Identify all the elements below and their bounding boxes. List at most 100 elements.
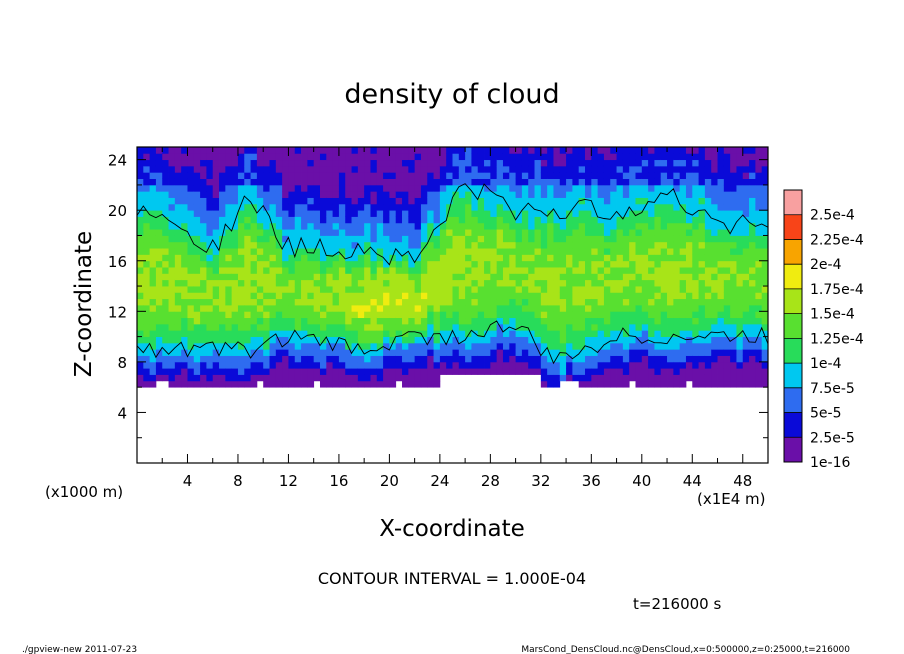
heatmap-cell [364,267,371,274]
heatmap-cell [749,159,756,167]
heatmap-cell [711,317,718,325]
heatmap-cell [484,279,491,287]
heatmap-cell [616,191,624,198]
heatmap-cell [566,342,573,350]
heatmap-cell [610,305,617,312]
heatmap-cell [288,380,296,388]
heatmap-cell [137,241,144,249]
heatmap-cell [351,342,359,350]
heatmap-cell [332,374,340,382]
heatmap-cell [301,374,308,382]
heatmap-cell [174,191,182,198]
heatmap-cell [673,197,681,205]
heatmap-cell [547,292,554,300]
heatmap-cell [338,355,346,363]
heatmap-cell [742,292,750,300]
heatmap-cell [395,374,403,382]
heatmap-cell [667,172,674,179]
heatmap-cell [389,248,397,255]
heatmap-cell [723,159,731,167]
heatmap-cell [263,222,270,230]
heatmap-cell [585,305,592,312]
heatmap-cell [566,361,573,369]
heatmap-cell [168,254,176,262]
heatmap-cell [294,241,302,249]
heatmap-cell [187,342,195,350]
heatmap-cell [566,222,573,230]
heatmap-cell [490,210,498,217]
heatmap-cell [540,286,548,293]
heatmap-cell [755,336,763,344]
heatmap-cell [534,153,542,161]
x-tick-label: 16 [329,472,348,490]
heatmap-cell [155,273,163,281]
heatmap-cell [572,159,580,167]
heatmap-cell [137,286,144,293]
heatmap-cell [181,355,188,363]
heatmap-cell [547,260,554,268]
heatmap-cell [256,292,264,300]
heatmap-cell [452,191,460,198]
heatmap-cell [206,178,214,186]
heatmap-cell [654,330,662,337]
heatmap-cell [711,361,718,369]
heatmap-cell [521,298,529,306]
heatmap-cell [137,279,144,287]
heatmap-cell [162,305,169,312]
heatmap-cell [389,292,397,300]
heatmap-cell [263,273,270,281]
heatmap-cell [559,235,567,243]
heatmap-cell [301,159,308,167]
heatmap-cell [452,323,460,331]
heatmap-cell [345,374,352,382]
heatmap-cell [730,286,737,293]
heatmap-cell [446,317,453,325]
heatmap-cell [711,368,718,375]
heatmap-cell [420,184,428,192]
heatmap-cell [282,336,289,344]
heatmap-cell [597,305,605,312]
heatmap-cell [446,235,453,243]
heatmap-cell [578,305,586,312]
heatmap-cell [730,248,737,255]
heatmap-cell [547,210,554,217]
heatmap-cell [168,248,176,255]
heatmap-cell [212,349,220,356]
heatmap-cell [420,178,428,186]
heatmap-cell [717,197,725,205]
heatmap-cell [427,355,434,363]
heatmap-cell [294,349,302,356]
heatmap-cell [149,248,157,255]
heatmap-cell [275,342,283,350]
heatmap-cell [698,267,706,274]
heatmap-cell [496,222,504,230]
heatmap-cell [540,222,548,230]
heatmap-cell [509,248,516,255]
heatmap-cell [345,165,352,173]
heatmap-cell [237,254,245,262]
heatmap-cell [452,355,460,363]
heatmap-cell [301,361,308,369]
heatmap-cell [389,216,397,224]
heatmap-cell [641,147,649,154]
heatmap-cell [749,235,756,243]
heatmap-cell [629,241,636,249]
heatmap-cell [635,260,643,268]
heatmap-cell [155,317,163,325]
heatmap-cell [704,273,712,281]
heatmap-cell [256,184,264,192]
heatmap-cell [641,286,649,293]
heatmap-cell [559,361,567,369]
heatmap-cell [376,355,384,363]
heatmap-cell [559,260,567,268]
heatmap-cell [597,178,605,186]
heatmap-cell [465,229,472,236]
heatmap-cell [137,311,144,319]
heatmap-cell [200,336,207,344]
heatmap-cell [452,292,460,300]
heatmap-cell [723,203,731,211]
heatmap-cell [578,172,586,179]
heatmap-cell [572,273,580,281]
heatmap-cell [477,241,485,249]
heatmap-cell [603,286,611,293]
